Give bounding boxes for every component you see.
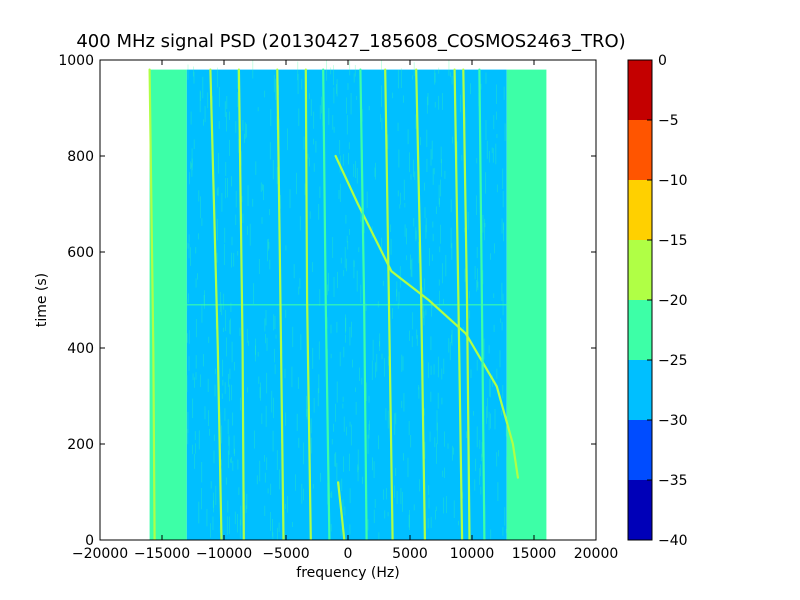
signal-track (209, 68, 223, 540)
y-tick-label: 800 (67, 149, 94, 165)
colorbar-segment (628, 240, 652, 300)
signal-track (337, 481, 346, 540)
signal-track (384, 68, 394, 540)
colorbar-tick-label: −5 (658, 113, 679, 129)
colorbar-tick-label: 0 (658, 53, 667, 69)
signal-track (359, 68, 368, 540)
signal-track (304, 68, 312, 540)
colorbar-segment (628, 420, 652, 480)
colorbar-tick-label: −10 (658, 173, 688, 189)
heatmap-band (149, 69, 187, 540)
x-tick-label: 10000 (450, 546, 495, 562)
signal-track (478, 68, 486, 540)
colorbar-segment (628, 60, 652, 120)
signal-track (237, 68, 245, 540)
colorbar-tick-label: −40 (658, 533, 688, 549)
x-tick-label: −20000 (72, 546, 128, 562)
y-tick-label: 600 (67, 245, 94, 261)
x-tick-label: 5000 (392, 546, 428, 562)
x-axis-label: frequency (Hz) (296, 565, 399, 581)
colorbar-tick-label: −35 (658, 473, 688, 489)
x-axis: −20000 −15000 −10000 −5000 0 5000 10000 15000 20… (72, 60, 618, 562)
colorbar-segment (628, 180, 652, 240)
y-tick-label: 400 (67, 341, 94, 357)
x-tick-label: 15000 (512, 546, 557, 562)
signal-track (453, 68, 464, 540)
y-tick-label: 0 (85, 533, 94, 549)
colorbar-tick-label: −30 (658, 413, 688, 429)
colorbar-segment (628, 300, 652, 360)
signal-track (276, 68, 285, 540)
heatmap-band (506, 69, 547, 540)
x-tick-label: −15000 (134, 546, 190, 562)
y-axis-label: time (s) (34, 273, 50, 327)
y-axis: 0 200 400 600 800 1000 (58, 53, 596, 549)
signal-track (462, 68, 471, 540)
plot-area: −20000 −15000 −10000 −5000 0 5000 10000 15000 20… (58, 53, 618, 562)
signal-track (415, 68, 426, 540)
x-tick-label: −5000 (262, 546, 309, 562)
noise-texture (186, 60, 507, 540)
x-tick-label: −10000 (196, 546, 252, 562)
colorbar-segment (628, 120, 652, 180)
signal-track (148, 68, 156, 540)
colorbar-segment (628, 360, 652, 420)
chart-title: 400 MHz signal PSD (20130427_185608_COSM… (76, 31, 625, 52)
y-tick-label: 1000 (58, 53, 94, 69)
x-tick-label: 0 (344, 546, 353, 562)
colorbar-segment (628, 480, 652, 540)
signal-track (322, 68, 331, 540)
colorbar-tick-label: −20 (658, 293, 688, 309)
heatmap (148, 60, 547, 540)
y-tick-label: 200 (67, 437, 94, 453)
colorbar: −40 −35 −30 −25 −20 −15 −10 −5 0 (627, 53, 688, 549)
colorbar-tick-label: −25 (658, 353, 688, 369)
colorbar-tick-label: −15 (658, 233, 688, 249)
x-tick-label: 20000 (574, 546, 619, 562)
